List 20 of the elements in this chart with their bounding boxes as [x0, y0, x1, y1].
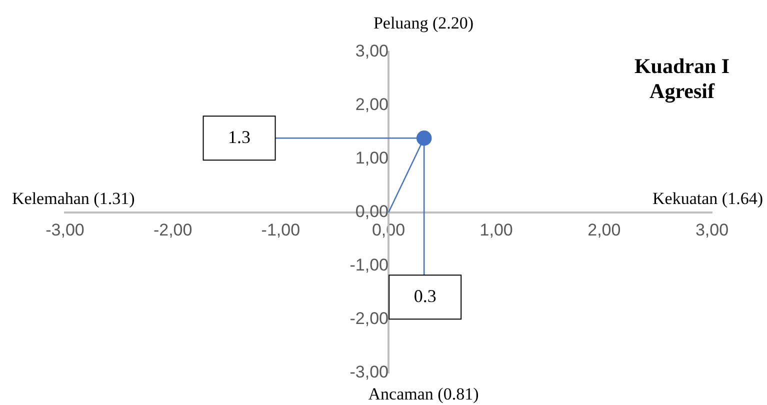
y-tick-label: 0,00: [355, 202, 388, 222]
text: Peluang (2.20): [373, 13, 474, 32]
annotation: Kelemahan (1.31): [12, 188, 135, 208]
y-tick-label: 3,00: [355, 42, 388, 61]
x-tick-label: 3,00: [695, 220, 729, 240]
y-tick-label: 1,00: [355, 148, 388, 168]
y-tick-label: -1,00: [350, 256, 388, 275]
x-tick-label: 2,00: [588, 220, 621, 240]
annotation: 0.3: [414, 286, 436, 306]
annotation: Kekuatan (1.64): [652, 188, 763, 208]
text: Ancaman (0.81): [368, 384, 479, 404]
y-tick-label: -3,00: [350, 362, 388, 382]
x-tick-label: -2,00: [153, 220, 192, 240]
x-tick-label: -1,00: [261, 220, 300, 240]
y-tick-label: 2,00: [355, 95, 388, 114]
x-tick-label: -3,00: [46, 220, 84, 240]
annotation: 1.3: [228, 126, 251, 147]
y-tick-label: -2,00: [350, 309, 388, 328]
annotation: Kuadran I Agresif: [634, 54, 730, 103]
x-tick-label: 1,00: [480, 220, 513, 240]
